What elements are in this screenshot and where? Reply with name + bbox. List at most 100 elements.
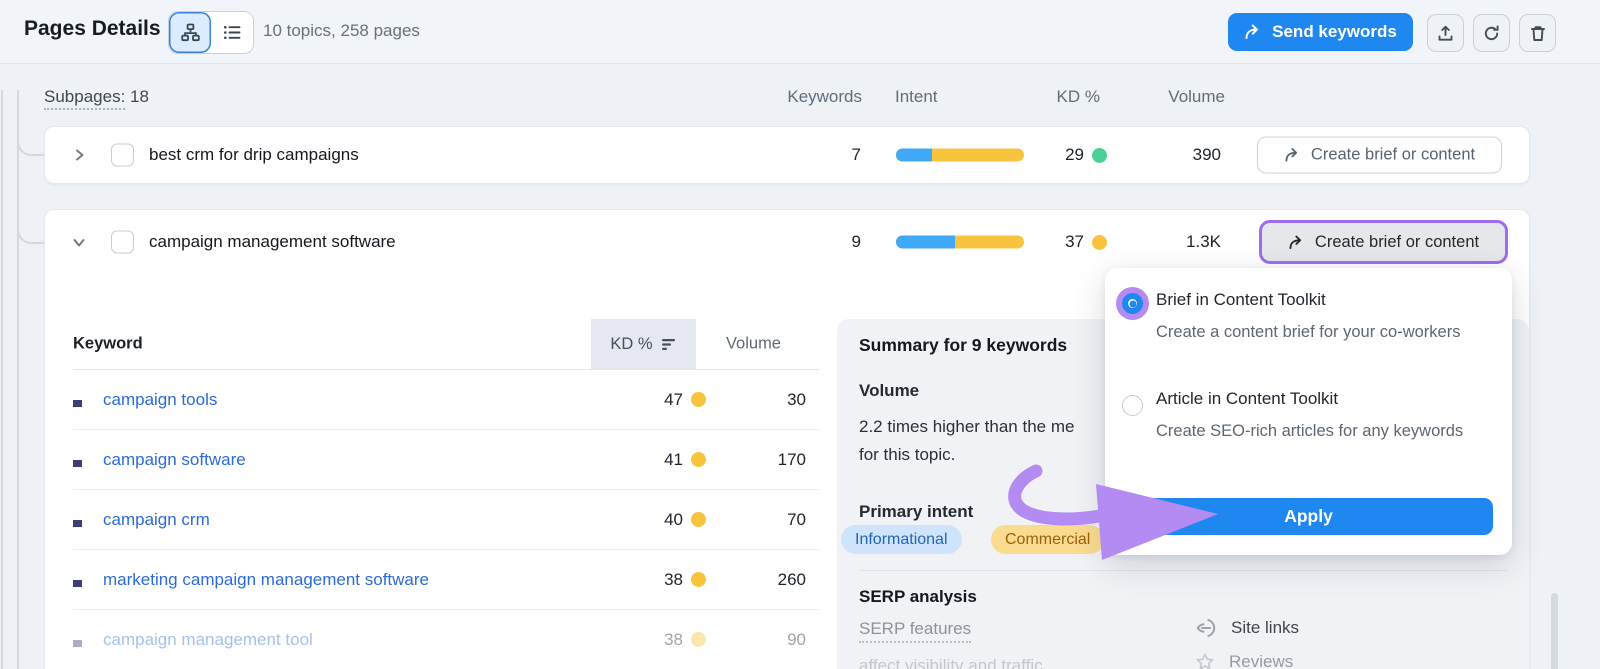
annotation-highlight-box: Create brief or content	[1259, 220, 1508, 264]
keyword-row: marketing campaign management software 3…	[73, 550, 819, 610]
kd-dot	[691, 632, 706, 647]
create-brief-button[interactable]: Create brief or content	[1257, 136, 1502, 174]
apply-label: Apply	[1284, 506, 1333, 526]
kd-value: 38	[664, 630, 706, 650]
tree-trunk-line	[17, 90, 19, 669]
keyword-link[interactable]: campaign tools	[103, 389, 218, 409]
topic-row-expanded: campaign management software 9 37 1.3K C…	[45, 210, 1529, 274]
serp-features-link[interactable]: SERP features	[859, 619, 972, 643]
tree-edge-line	[1, 90, 3, 669]
kd-dot	[691, 512, 706, 527]
header-keyword[interactable]: Keyword	[73, 334, 143, 353]
kd-value: 29	[1065, 145, 1107, 165]
kd-value: 37	[1065, 232, 1107, 252]
send-keywords-button[interactable]: Send keywords	[1228, 13, 1413, 51]
kd-dot	[691, 392, 706, 407]
tree-view-button[interactable]	[169, 12, 211, 53]
row-checkbox[interactable]	[111, 230, 134, 254]
volume-value: 170	[777, 449, 806, 469]
option-article-description: Create SEO-rich articles for any keyword…	[1156, 422, 1464, 440]
kd-value: 47	[664, 390, 706, 410]
kd-number: 37	[1065, 232, 1084, 251]
intent-badge-commercial: Commercial	[991, 525, 1105, 554]
send-keywords-label: Send keywords	[1272, 22, 1397, 41]
subpages-counter[interactable]: Subpages: 18	[44, 87, 149, 110]
intent-badge-informational: Informational	[841, 525, 962, 554]
keywords-count: 9	[851, 232, 861, 251]
kd-number: 41	[664, 449, 683, 469]
subpages-count: 18	[130, 87, 149, 106]
volume-value: 390	[1192, 145, 1221, 164]
option-brief-description: Create a content brief for your co-worke…	[1156, 323, 1461, 341]
topic-name[interactable]: campaign management software	[149, 232, 396, 251]
list-view-button[interactable]	[211, 12, 253, 53]
keyword-link[interactable]: marketing campaign management software	[103, 569, 429, 589]
summary-volume-text-line2: for this topic.	[859, 445, 956, 464]
kd-dot	[691, 452, 706, 467]
kd-dot	[1092, 147, 1107, 163]
volume-value: 70	[787, 509, 806, 529]
volume-value: 30	[787, 389, 806, 409]
column-caption-volume: Volume	[1168, 87, 1225, 106]
share-arrow-icon	[1288, 235, 1305, 250]
volume-value: 1.3K	[1186, 232, 1221, 251]
subpages-label[interactable]: Subpages:	[44, 87, 126, 110]
kd-number: 38	[664, 569, 683, 589]
trash-icon	[1529, 24, 1547, 43]
scrollbar-thumb[interactable]	[1551, 593, 1558, 669]
option-brief-label[interactable]: Brief in Content Toolkit	[1156, 290, 1326, 309]
share-arrow-icon	[1284, 148, 1301, 163]
chevron-down-icon[interactable]	[71, 234, 87, 250]
create-content-popup: Brief in Content Toolkit Create a conten…	[1105, 268, 1512, 555]
share-arrow-icon	[1244, 24, 1262, 40]
radio-article-unselected[interactable]	[1122, 395, 1143, 416]
refresh-icon	[1482, 24, 1501, 43]
keyword-link[interactable]: campaign software	[103, 449, 246, 469]
intent-bar-informational	[896, 148, 932, 162]
radio-brief-selected[interactable]	[1122, 293, 1143, 314]
tree-branch-2	[17, 90, 45, 244]
keyword-link[interactable]: campaign crm	[103, 509, 210, 529]
kd-number: 47	[664, 389, 683, 409]
star-icon	[1194, 651, 1216, 669]
kd-dot	[1092, 234, 1107, 250]
apply-button[interactable]: Apply	[1124, 498, 1493, 535]
column-caption-keywords: Keywords	[787, 87, 862, 106]
summary-volume-label: Volume	[859, 381, 920, 400]
view-toggle	[168, 11, 254, 54]
serp-feature-reviews[interactable]: Reviews	[1194, 651, 1293, 669]
chevron-right-icon[interactable]	[71, 147, 87, 163]
kd-number: 40	[664, 509, 683, 529]
row-checkbox[interactable]	[111, 143, 134, 167]
option-article-label[interactable]: Article in Content Toolkit	[1156, 389, 1339, 408]
delete-button[interactable]	[1519, 14, 1556, 52]
create-brief-label: Create brief or content	[1310, 145, 1476, 164]
primary-intent-label: Primary intent	[859, 502, 974, 521]
header-kd-sorted[interactable]: KD %	[591, 319, 696, 369]
export-button[interactable]	[1427, 14, 1464, 52]
list-icon	[223, 23, 242, 42]
site-links-label: Site links	[1231, 618, 1300, 637]
volume-value: 90	[787, 629, 806, 649]
kd-number: 38	[664, 629, 683, 649]
intent-bar	[896, 148, 1024, 162]
refresh-button[interactable]	[1473, 14, 1510, 52]
create-brief-button-active[interactable]: Create brief or content	[1264, 225, 1503, 259]
export-icon	[1436, 24, 1455, 43]
kd-value: 41	[664, 450, 706, 470]
keyword-row: campaign software 41 170	[73, 430, 819, 490]
keyword-table: Keyword KD % Volume campaign tools 47	[73, 319, 819, 669]
kd-dot	[691, 572, 706, 587]
sitemap-icon	[180, 23, 200, 42]
header-volume[interactable]: Volume	[725, 334, 781, 353]
reviews-label: Reviews	[1229, 652, 1294, 669]
sort-desc-icon	[661, 338, 677, 351]
keyword-link[interactable]: campaign management tool	[103, 629, 313, 649]
serp-feature-site-links[interactable]: Site links	[1194, 616, 1299, 640]
page-title: Pages Details	[24, 17, 161, 40]
header-kd-label: KD %	[610, 334, 653, 353]
topic-name[interactable]: best crm for drip campaigns	[149, 145, 359, 164]
column-caption-intent: Intent	[895, 87, 938, 106]
topic-row: best crm for drip campaigns 7 29 390 Cre…	[45, 127, 1529, 183]
